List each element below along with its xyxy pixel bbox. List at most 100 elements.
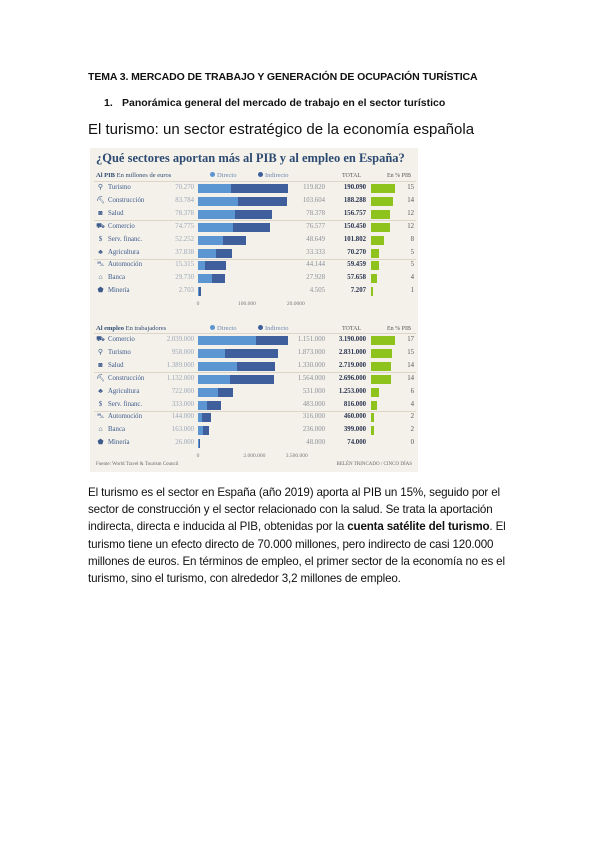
table-row: $ Serv. financ. 52.252 48.649 101.802 8 bbox=[94, 234, 416, 246]
axis-tick-label: 100.000 bbox=[237, 301, 256, 307]
indirect-value: 316.000 bbox=[302, 413, 325, 421]
bar-direct bbox=[198, 348, 226, 358]
indirect-value: 4.505 bbox=[309, 287, 325, 295]
row-separator bbox=[94, 258, 416, 260]
pct-value: 4 bbox=[410, 274, 414, 282]
indirect-value: 1.151.000 bbox=[297, 336, 325, 343]
pct-value: 4 bbox=[410, 400, 414, 408]
direct-value: 26.000 bbox=[175, 439, 194, 447]
axis-tick-label: 3.500.000 bbox=[285, 453, 308, 459]
indirect-value: 48.649 bbox=[306, 235, 325, 243]
total-value: 59.459 bbox=[347, 261, 366, 269]
sector-label: Agricultura bbox=[108, 248, 140, 256]
paragraph-text: El turismo es el sector en España (año 2… bbox=[88, 486, 500, 534]
bar-indirect bbox=[229, 374, 275, 384]
total-value: 74.000 bbox=[347, 439, 366, 447]
total-value: 70.270 bbox=[347, 248, 366, 256]
legend-direct: Directo bbox=[210, 325, 237, 332]
construction-icon: ⛏ bbox=[96, 373, 105, 382]
table-row: ⬟ Minería 2.703 4.505 7.207 1 bbox=[94, 285, 416, 297]
bar-direct bbox=[198, 235, 223, 245]
indirect-value: 78.378 bbox=[306, 209, 325, 217]
direct-value: 29.730 bbox=[175, 274, 194, 282]
bar-direct bbox=[198, 426, 203, 436]
indirect-value: 27.928 bbox=[306, 274, 325, 282]
pct-value: 14 bbox=[407, 361, 414, 369]
direct-value: 78.378 bbox=[175, 209, 194, 217]
pct-value: 15 bbox=[407, 184, 414, 191]
table-row: $ Serv. financ. 333.000 483.000 816.000 4 bbox=[94, 399, 416, 411]
bar-indirect bbox=[207, 400, 222, 410]
indirect-value: 1.564.000 bbox=[297, 374, 325, 382]
page-heading: TEMA 3. MERCADO DE TRABAJO Y GENERACIÓN … bbox=[88, 71, 478, 83]
direct-value: 958.000 bbox=[171, 348, 194, 356]
indirect-value: 33.333 bbox=[306, 248, 325, 256]
pct-bar bbox=[371, 235, 384, 245]
total-value: 3.190.000 bbox=[338, 336, 366, 343]
total-value: 150.450 bbox=[343, 222, 366, 230]
table-row: ⛍ Automoción 15.315 44.144 59.459 5 bbox=[94, 259, 416, 271]
total-value: 188.288 bbox=[343, 196, 366, 204]
legend-indirect-label: Indirecto bbox=[265, 172, 289, 179]
bar-indirect bbox=[231, 184, 288, 193]
agriculture-icon: ♣ bbox=[98, 386, 103, 395]
sector-label: Agricultura bbox=[108, 387, 140, 395]
sector-label: Salud bbox=[108, 209, 124, 217]
total-value: 190.090 bbox=[343, 184, 366, 191]
location-pin-icon: ⚲ bbox=[97, 183, 104, 191]
section-title: El turismo: un sector estratégico de la … bbox=[88, 121, 475, 138]
chart-0-header: Al PIB En millones de euros bbox=[96, 172, 171, 179]
sector-label: Automoción bbox=[108, 413, 142, 421]
pct-value: 5 bbox=[410, 248, 414, 256]
bar-direct bbox=[198, 374, 230, 384]
subheading: 1. Panorámica general del mercado de trab… bbox=[104, 97, 445, 109]
cart-icon: ⛟ bbox=[96, 335, 105, 343]
body-paragraph: El turismo es el sector en España (año 2… bbox=[88, 484, 518, 587]
table-row: ⚲ Turismo 958.000 1.873.000 2.831.000 15 bbox=[94, 347, 416, 359]
sector-label: Construcción bbox=[108, 196, 145, 204]
pct-value: 5 bbox=[410, 261, 414, 269]
direct-value: 722.000 bbox=[171, 387, 194, 395]
table-row: ⬟ Minería 26.000 48.000 74.000 0 bbox=[94, 437, 416, 449]
table-row: ⛏ Construcción 83.784 103.604 188.288 14 bbox=[94, 195, 416, 207]
direct-value: 37.838 bbox=[175, 248, 194, 256]
bar-direct bbox=[198, 287, 200, 297]
bar-direct bbox=[198, 413, 203, 423]
legend-indirect-label: Indirecto bbox=[265, 325, 289, 332]
table-row: ⛟ Comercio 74.775 76.577 150.450 12 bbox=[94, 221, 416, 233]
legend-indirect-swatch bbox=[258, 325, 263, 330]
bar-indirect bbox=[237, 196, 287, 206]
direct-value: 52.252 bbox=[175, 235, 194, 243]
agriculture-icon: ♣ bbox=[98, 247, 103, 256]
legend-indirect-swatch bbox=[258, 172, 263, 177]
direct-value: 70.270 bbox=[175, 184, 194, 191]
sector-label: Construcción bbox=[108, 374, 145, 382]
pct-bar bbox=[371, 184, 395, 193]
legend-direct-label: Directo bbox=[217, 172, 237, 179]
chart-source: Fuente: World Travel & Tourism Council bbox=[96, 462, 179, 467]
bar-indirect bbox=[215, 248, 232, 258]
finance-icon: $ bbox=[98, 234, 103, 243]
sector-label: Serv. financ. bbox=[108, 235, 143, 243]
pct-value: 6 bbox=[410, 387, 414, 395]
construction-icon: ⛏ bbox=[96, 195, 105, 204]
indirect-value: 1.330.000 bbox=[297, 361, 325, 369]
cart-icon: ⛟ bbox=[96, 221, 105, 230]
direct-value: 83.784 bbox=[175, 196, 194, 204]
total-value: 2.696.000 bbox=[338, 374, 366, 382]
pct-value: 2 bbox=[410, 426, 414, 434]
table-row: ⛏ Construcción 1.132.000 1.564.000 2.696.000… bbox=[94, 373, 416, 385]
mining-icon: ⬟ bbox=[97, 286, 104, 295]
bar-direct bbox=[198, 184, 232, 193]
column-header-total: TOTAL bbox=[342, 173, 362, 179]
row-separator bbox=[94, 333, 416, 334]
camera-icon: ◙ bbox=[98, 208, 103, 217]
direct-value: 1.132.000 bbox=[166, 374, 194, 382]
direct-value: 2.703 bbox=[178, 287, 194, 295]
column-header-pct: En % PIB bbox=[387, 326, 411, 332]
sector-label: Serv. financ. bbox=[108, 400, 143, 408]
total-value: 460.000 bbox=[343, 413, 366, 421]
table-row: ◙ Salud 1.389.000 1.330.000 2.719.000 14 bbox=[94, 360, 416, 372]
indirect-value: 119.820 bbox=[303, 184, 325, 191]
